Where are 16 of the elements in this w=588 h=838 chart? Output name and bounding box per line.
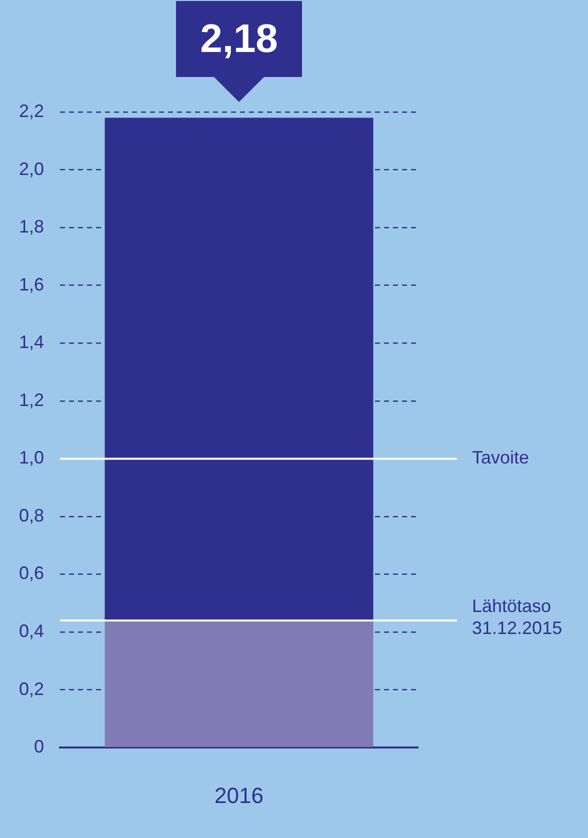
y-tick-label: 0	[34, 736, 44, 757]
y-tick-label: 0,6	[18, 563, 44, 584]
y-tick-label: 1,2	[18, 390, 44, 410]
y-tick-label: 1,0	[18, 448, 44, 468]
ref-line-label: Tavoite	[472, 448, 530, 468]
y-tick-label: 0,8	[18, 505, 44, 526]
y-tick-label: 0,4	[18, 621, 44, 642]
y-tick-label: 0,2	[18, 678, 44, 699]
ref-line-label: Lähtötaso 31.12.2015	[472, 596, 562, 638]
x-tick-label: 2016	[214, 782, 264, 808]
total-label: 2,18	[200, 17, 278, 62]
y-tick-label: 1,6	[18, 274, 44, 294]
y-tick-label: 2,0	[18, 158, 44, 179]
y-tick-label: 1,8	[18, 216, 44, 237]
y-tick-label: 1,4	[18, 332, 44, 352]
y-tick-label: 2,2	[18, 100, 44, 121]
